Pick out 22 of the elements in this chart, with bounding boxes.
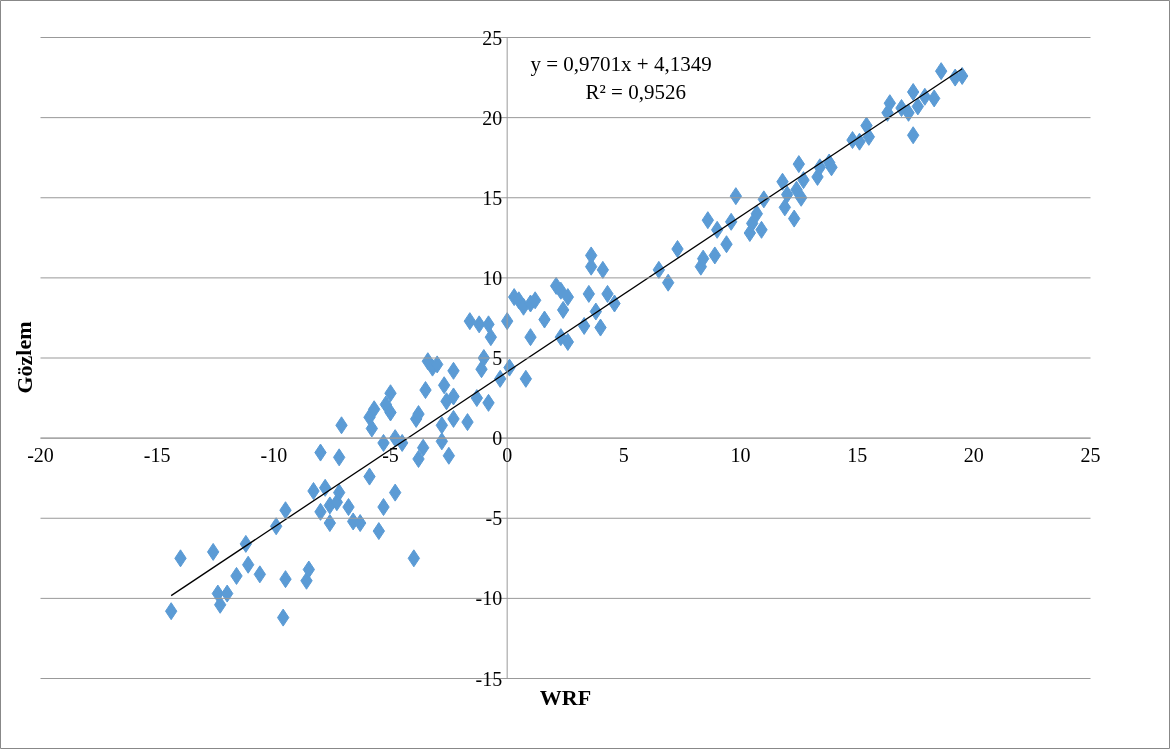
x-tick-label: -20 xyxy=(27,444,54,467)
annotation: R² = 0,9526 xyxy=(585,79,686,104)
x-tick-label: 20 xyxy=(963,444,984,467)
y-tick-label: 25 xyxy=(482,26,503,49)
y-axis-title: Gözlem xyxy=(11,321,37,394)
x-tick-label: 5 xyxy=(618,444,629,467)
x-tick-label: -5 xyxy=(382,444,399,467)
annotation: y = 0,9701x + 4,1349 xyxy=(530,51,712,76)
y-tick-label: 20 xyxy=(482,106,503,129)
y-tick-label: 0 xyxy=(492,427,503,450)
x-tick-label: 10 xyxy=(730,444,751,467)
x-tick-label: 15 xyxy=(847,444,868,467)
x-tick-label: 25 xyxy=(1080,444,1101,467)
y-tick-label: -10 xyxy=(475,587,503,610)
y-tick-label: -15 xyxy=(475,667,503,690)
y-tick-label: 5 xyxy=(492,347,503,369)
y-tick-label: -5 xyxy=(485,507,503,530)
y-tick-label: 15 xyxy=(482,186,503,209)
x-tick-label: -10 xyxy=(260,444,288,467)
y-tick-label: 10 xyxy=(482,266,503,289)
x-axis-title: WRF xyxy=(539,684,592,710)
x-tick-label: -15 xyxy=(143,444,171,467)
